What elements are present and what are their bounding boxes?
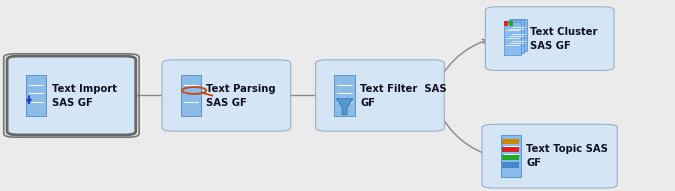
- Bar: [502, 146, 520, 152]
- Bar: [509, 21, 513, 26]
- Bar: [502, 162, 520, 168]
- FancyBboxPatch shape: [335, 75, 354, 116]
- FancyBboxPatch shape: [26, 75, 46, 116]
- Text: Text Import
SAS GF: Text Import SAS GF: [51, 83, 117, 108]
- FancyBboxPatch shape: [316, 60, 444, 131]
- Polygon shape: [337, 99, 352, 115]
- FancyBboxPatch shape: [7, 56, 136, 135]
- FancyBboxPatch shape: [504, 22, 521, 55]
- FancyBboxPatch shape: [485, 7, 614, 70]
- FancyBboxPatch shape: [508, 20, 524, 53]
- Text: Text Cluster
SAS GF: Text Cluster SAS GF: [530, 27, 597, 51]
- FancyBboxPatch shape: [501, 135, 521, 177]
- FancyBboxPatch shape: [482, 124, 618, 188]
- Text: Text Filter  SAS
GF: Text Filter SAS GF: [360, 83, 447, 108]
- Bar: [502, 155, 520, 160]
- FancyBboxPatch shape: [181, 75, 201, 116]
- FancyBboxPatch shape: [510, 19, 527, 51]
- Bar: [504, 21, 508, 26]
- Text: Text Parsing
SAS GF: Text Parsing SAS GF: [207, 83, 276, 108]
- Bar: [502, 139, 520, 145]
- Text: Text Topic SAS
GF: Text Topic SAS GF: [526, 144, 608, 168]
- FancyBboxPatch shape: [162, 60, 291, 131]
